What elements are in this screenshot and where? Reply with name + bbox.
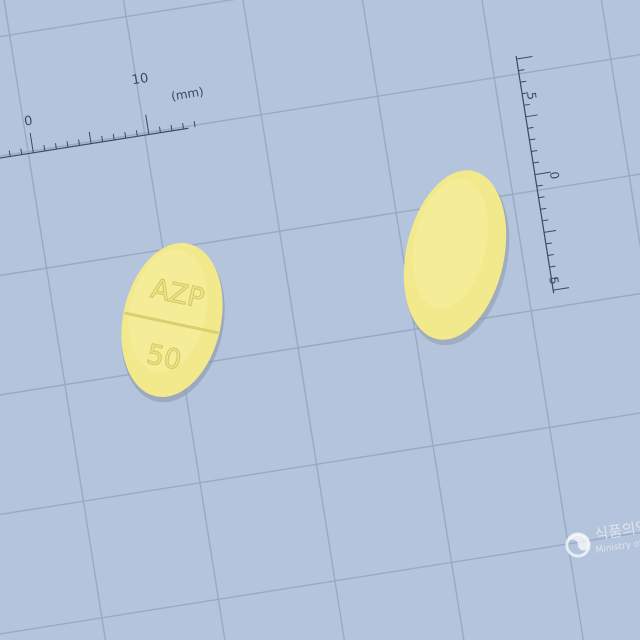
grid-line-horizontal: [0, 163, 640, 291]
side-label-0: 0: [547, 171, 562, 181]
top-ruler: 0 10 (mm): [0, 71, 205, 170]
grid-line-vertical: [1, 0, 122, 640]
ruler-tick: [516, 56, 533, 60]
ruler-tick: [20, 148, 23, 155]
ruler-tick: [135, 130, 138, 137]
pill-back: [403, 170, 510, 346]
pill-front-body: [121, 243, 223, 397]
ruler-tick: [531, 150, 538, 152]
ruler-tick: [518, 69, 525, 72]
grid-line-horizontal: [0, 47, 640, 174]
ruler-tick: [545, 242, 552, 245]
ruler-tick: [536, 184, 543, 187]
ruler-tick: [553, 287, 570, 291]
ruler-label-0: 0: [23, 114, 34, 130]
side-label-lower-5: 5: [546, 276, 561, 286]
ruler-tick: [54, 143, 57, 150]
ruler-tick: [112, 133, 115, 141]
ruler-tick: [182, 122, 185, 130]
ruler-tick: [543, 230, 556, 233]
side-label-upper-5: 5: [524, 91, 539, 101]
ruler-tick: [520, 80, 527, 83]
pill-back-body: [403, 170, 507, 340]
ruler-tick: [532, 161, 540, 164]
ruler-tick: [66, 141, 69, 148]
ruler-label-10: 10: [131, 71, 150, 88]
pill-imprint-bottom: 50: [144, 339, 184, 376]
grid-line-horizontal: [0, 396, 640, 524]
ruler-tick: [43, 144, 46, 152]
ruler-tick: [549, 265, 556, 268]
mfds-logo-icon: [565, 532, 591, 558]
grid-line-horizontal: [0, 0, 640, 58]
ruler-tick: [124, 132, 127, 139]
ruler-tick: [534, 171, 551, 176]
grid-line-vertical: [234, 0, 355, 640]
ruler-tick: [29, 132, 34, 153]
pill-front: AZP 50: [121, 243, 225, 403]
ruler-tick: [193, 121, 196, 128]
ruler-tick: [540, 207, 547, 210]
ruler-tick: [547, 254, 554, 256]
grid-line-vertical: [583, 0, 640, 640]
ruler-tick: [527, 126, 534, 129]
ruler-tick: [78, 139, 81, 146]
grid-line-vertical: [467, 0, 588, 640]
ruler-tick: [542, 219, 549, 222]
ruler-tick: [529, 138, 536, 141]
ruler-tick: [8, 150, 11, 157]
side-ruler: 5 0 5: [515, 55, 570, 294]
ruler-tick: [523, 103, 530, 106]
ruler-tick: [88, 131, 92, 144]
ruler-tick: [158, 126, 161, 133]
ruler-tick: [522, 92, 529, 95]
ruler-tick: [525, 114, 538, 118]
ruler-unit-label: (mm): [170, 84, 205, 103]
grid-line-horizontal: [0, 513, 640, 640]
ruler-tick: [170, 124, 173, 131]
grid-line-horizontal: [0, 280, 640, 407]
ruler-tick: [538, 196, 545, 199]
pill-score-line: [124, 311, 219, 335]
ruler-tick: [101, 135, 104, 142]
ruler-tick: [145, 114, 150, 135]
ruler-tick: [551, 277, 558, 280]
